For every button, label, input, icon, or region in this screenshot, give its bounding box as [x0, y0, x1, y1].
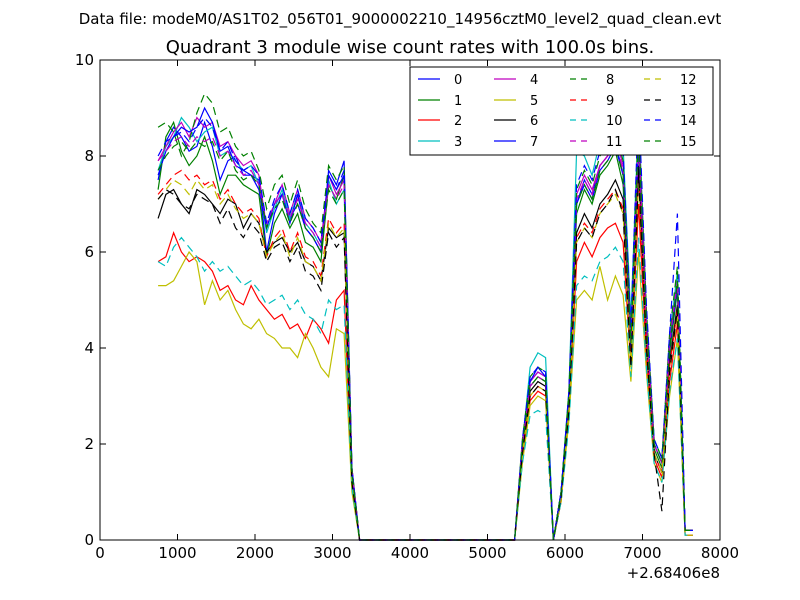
legend-label-15: 15: [680, 135, 697, 150]
series-line-6: [157, 165, 693, 541]
legend-label-14: 14: [680, 114, 697, 129]
x-tick-label: 8000: [701, 544, 739, 562]
x-tick-label: 7000: [623, 544, 661, 562]
legend-label-12: 12: [680, 73, 697, 88]
x-tick-label: 3000: [313, 544, 351, 562]
legend-label-6: 6: [530, 114, 538, 129]
legend-label-8: 8: [606, 73, 614, 88]
series-line-15: [157, 131, 693, 541]
series-line-11: [157, 135, 693, 541]
series-line-3: [157, 112, 693, 541]
plot-area: 0 1000 2000 3000 4000 5000 6000 7000 8000 0 2 4 6 8 1…: [75, 51, 739, 582]
series-line-5: [158, 250, 693, 541]
legend-label-2: 2: [454, 114, 462, 129]
y-tick-label: 2: [84, 435, 94, 453]
series-line-4: [157, 116, 693, 541]
series-line-14: [157, 98, 693, 541]
x-tick-label: 1000: [158, 544, 196, 562]
legend-label-3: 3: [454, 135, 462, 150]
y-tick-label: 0: [84, 531, 94, 549]
x-tick-label: 0: [95, 544, 105, 562]
x-tick-label: 6000: [546, 544, 584, 562]
legend-label-5: 5: [530, 94, 538, 109]
x-offset-label: +2.68406e8: [627, 564, 720, 582]
chart-title: Quadrant 3 module wise count rates with …: [166, 37, 655, 58]
y-tick-label: 6: [84, 243, 94, 261]
legend-label-13: 13: [680, 94, 697, 109]
legend-label-7: 7: [530, 135, 538, 150]
series-line-7: [157, 106, 693, 541]
series-line-8: [157, 92, 693, 541]
legend-label-11: 11: [606, 135, 623, 150]
x-tick-label: 5000: [468, 544, 506, 562]
x-axis: 0 1000 2000 3000 4000 5000 6000 7000 8000: [95, 60, 739, 562]
y-tick-label: 10: [75, 51, 94, 69]
legend-label-9: 9: [606, 94, 614, 109]
y-tick-label: 8: [84, 147, 94, 165]
legend-label-10: 10: [606, 114, 623, 129]
suptitle: Data file: modeM0/AS1T02_056T01_90000022…: [79, 10, 722, 29]
series-line-2: [157, 203, 693, 541]
legend-label-4: 4: [530, 73, 538, 88]
series-line-13: [157, 175, 693, 541]
series-line-9: [157, 169, 693, 541]
y-tick-label: 4: [84, 339, 94, 357]
legend-label-1: 1: [454, 94, 462, 109]
series-group: [157, 92, 693, 541]
x-tick-label: 4000: [391, 544, 429, 562]
series-line-12: [157, 178, 693, 541]
x-tick-label: 2000: [236, 544, 274, 562]
legend-box: [409, 66, 714, 156]
legend-label-0: 0: [454, 73, 462, 88]
